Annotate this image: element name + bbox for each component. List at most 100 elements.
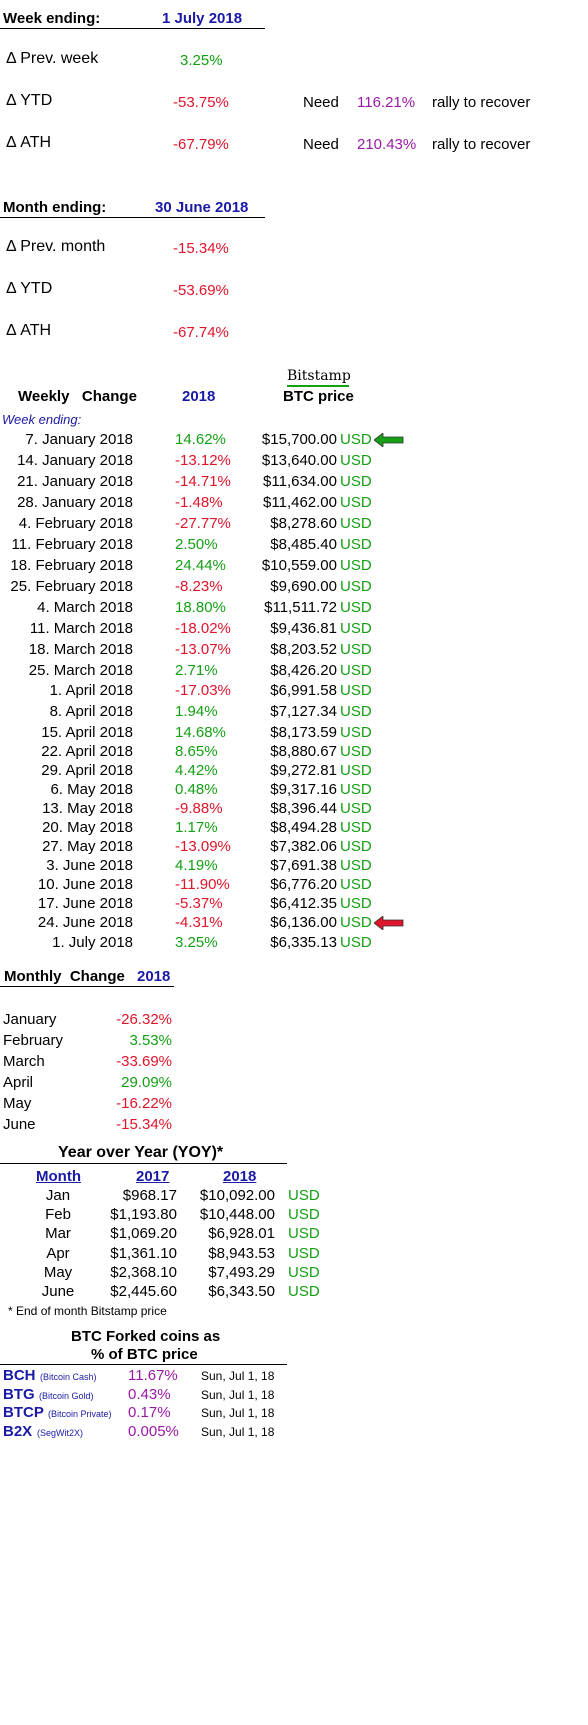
week-price: $6,335.13 xyxy=(270,934,337,951)
red-arrow-icon xyxy=(373,915,404,931)
week-price: $7,691.38 xyxy=(270,857,337,874)
week-price: $11,511.72 xyxy=(264,599,337,616)
week-currency: USD xyxy=(340,431,372,448)
week-price: $8,880.67 xyxy=(270,743,337,760)
week-currency: USD xyxy=(340,762,372,779)
week-price: $9,690.00 xyxy=(270,578,337,595)
week-currency: USD xyxy=(340,515,372,532)
yoy-2017: $2,368.10 xyxy=(110,1263,177,1281)
week-date: 17. June 2018 xyxy=(37,895,133,912)
yoy-2018: $10,448.00 xyxy=(199,1206,275,1224)
week-change: 3.25% xyxy=(175,934,218,951)
week-price: $8,494.28 xyxy=(270,819,337,836)
week-change: -13.07% xyxy=(175,641,231,658)
week-date: 18. March 2018 xyxy=(28,641,133,658)
week-date: 11. February 2018 xyxy=(11,536,133,553)
week-change: 14.62% xyxy=(175,431,226,448)
week-date: 29. April 2018 xyxy=(41,762,133,779)
week-currency: USD xyxy=(340,914,372,931)
divider xyxy=(0,1163,287,1164)
week-date: 25. March 2018 xyxy=(28,662,133,679)
week-price: $8,278.60 xyxy=(270,515,337,532)
yoy-2018: $10,092.00 xyxy=(199,1187,275,1204)
week-change: 1.17% xyxy=(175,819,218,836)
week-ytd-suffix: rally to recover xyxy=(432,94,531,111)
week-currency: USD xyxy=(340,662,372,679)
yoy-2017: $1,193.80 xyxy=(110,1206,177,1224)
week-date: 28. January 2018 xyxy=(17,494,133,511)
week-date: 21. January 2018 xyxy=(17,473,133,490)
month-prev-value: -15.34% xyxy=(173,240,229,257)
week-ath-need-value: 210.43% xyxy=(357,136,417,153)
yoy-2018: $6,343.50 xyxy=(208,1283,275,1300)
fork-ticker: BTCP xyxy=(3,1404,44,1422)
bitstamp-underline xyxy=(287,385,349,387)
yoy-month: Jan xyxy=(45,1187,71,1204)
fork-pct: 0.43% xyxy=(128,1385,171,1403)
week-ytd-need-value: 116.21% xyxy=(357,94,416,111)
week-date: 27. May 2018 xyxy=(42,838,133,855)
divider xyxy=(0,28,265,29)
week-price: $10,559.00 xyxy=(261,557,337,574)
month-label: March xyxy=(3,1053,45,1070)
week-date: 4. March 2018 xyxy=(37,599,133,616)
btc-price-header: BTC price xyxy=(283,388,354,405)
week-ath-label: Δ ATH xyxy=(6,134,52,151)
week-change: -27.77% xyxy=(175,515,231,532)
week-date: 24. June 2018 xyxy=(37,914,133,931)
week-change: -18.02% xyxy=(175,620,231,637)
yoy-title: Year over Year (YOY)* xyxy=(58,1144,224,1161)
week-ath-suffix: rally to recover xyxy=(432,136,531,153)
week-change: 8.65% xyxy=(175,743,218,760)
yoy-2018: $6,928.01 xyxy=(208,1225,275,1243)
fork-pct: 0.17% xyxy=(128,1404,171,1422)
week-date: 20. May 2018 xyxy=(42,819,133,836)
week-price: $11,634.00 xyxy=(263,473,337,490)
week-currency: USD xyxy=(340,620,372,637)
week-date: 1. July 2018 xyxy=(52,934,133,951)
month-ath-label: Δ ATH xyxy=(6,322,52,339)
week-currency: USD xyxy=(340,743,372,760)
yoy-currency: USD xyxy=(288,1206,320,1224)
yoy-currency: USD xyxy=(288,1263,320,1281)
week-price: $11,462.00 xyxy=(263,494,337,511)
week-change: -5.37% xyxy=(175,895,223,912)
week-date: 25. February 2018 xyxy=(10,578,133,595)
fork-name: (Bitcoin Cash) xyxy=(40,1372,97,1382)
week-date: 14. January 2018 xyxy=(17,452,133,469)
fork-name: (Bitcoin Gold) xyxy=(39,1390,94,1401)
yoy-footnote: * End of month Bitstamp price xyxy=(8,1304,167,1318)
yoy-col-2018: 2018 xyxy=(223,1168,257,1185)
forks-title-2: % of BTC price xyxy=(91,1346,198,1363)
week-date: 3. June 2018 xyxy=(46,857,133,874)
week-price: $8,426.20 xyxy=(270,662,337,679)
month-label: February xyxy=(3,1032,64,1049)
week-currency: USD xyxy=(340,578,372,595)
week-price: $8,485.40 xyxy=(270,536,337,553)
yoy-month: June xyxy=(41,1283,75,1300)
week-change: 0.48% xyxy=(175,781,218,798)
month-ending-date: 30 June 2018 xyxy=(155,199,249,216)
month-ytd-value: -53.69% xyxy=(173,282,229,299)
week-ytd-value: -53.75% xyxy=(173,94,229,111)
week-change: 14.68% xyxy=(175,724,226,741)
week-price: $9,317.16 xyxy=(270,781,337,798)
month-label: April xyxy=(3,1074,34,1091)
month-change: 3.53% xyxy=(129,1032,172,1049)
week-date: 8. April 2018 xyxy=(49,703,133,720)
week-price: $15,700.00 xyxy=(261,431,337,448)
week-currency: USD xyxy=(340,838,372,855)
week-currency: USD xyxy=(340,934,372,951)
week-change: 18.80% xyxy=(175,599,226,616)
month-change: -15.34% xyxy=(116,1116,172,1133)
week-currency: USD xyxy=(340,703,372,720)
fork-ticker: BTG xyxy=(3,1385,35,1403)
week-price: $6,412.35 xyxy=(270,895,337,912)
week-prev-value: 3.25% xyxy=(180,52,223,69)
fork-ticker: BCH xyxy=(3,1367,36,1384)
week-ending-date: 1 July 2018 xyxy=(162,10,243,27)
week-change: 2.50% xyxy=(175,536,218,553)
week-change: -1.48% xyxy=(175,494,223,511)
week-price: $8,203.52 xyxy=(270,641,337,658)
weekly-year-header: 2018 xyxy=(182,388,216,405)
